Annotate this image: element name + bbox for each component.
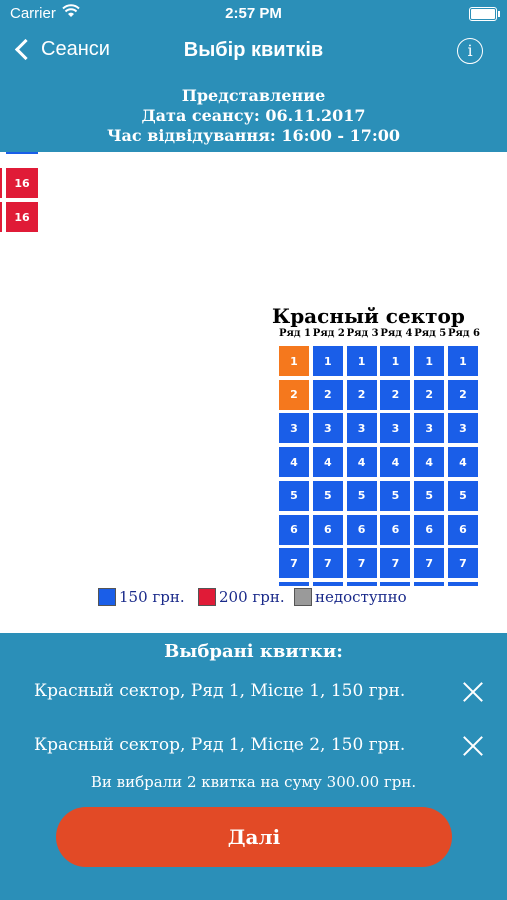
row-label: Ряд 6 [448,328,481,339]
seat[interactable]: 16 [6,202,38,232]
session-time: Час відвідування: 16:00 - 17:00 [106,126,401,145]
seat[interactable]: 5 [312,480,343,511]
seat[interactable]: 1 [414,346,445,376]
selection-summary: Ви вибрали 2 квитка на суму 300.00 грн. [90,773,417,791]
seat[interactable]: 1 [448,346,478,376]
legend-unavailable: недоступно [294,588,407,606]
seat[interactable]: 1 [312,346,343,376]
close-icon[interactable] [462,735,484,757]
seat[interactable]: 5 [414,480,445,511]
selected-heading: Выбрані квитки: [164,641,343,662]
seat[interactable] [6,152,38,154]
seat[interactable]: 7 [448,548,478,579]
seat[interactable] [346,581,377,586]
battery-icon [469,7,500,21]
row-label: Ряд 4 [380,328,413,339]
legend-swatch-blue [98,588,116,606]
seat[interactable]: 2 [380,379,411,410]
seat[interactable]: 1 [279,346,309,376]
legend-150: 150 грн. [98,588,185,606]
legend-label: недоступно [315,588,407,606]
seat[interactable]: 5 [279,480,309,511]
seat[interactable]: 4 [448,447,478,478]
wifi-icon [62,4,80,22]
seat[interactable]: 6 [414,514,445,545]
seat[interactable] [414,581,445,586]
selected-tickets-panel: Выбрані квитки: Красный сектор, Ряд 1, М… [0,633,507,900]
legend: 150 грн. 200 грн. недоступно [0,588,507,612]
seat[interactable]: 3 [312,413,343,444]
seat[interactable]: 4 [414,447,445,478]
page-title: Выбір квитків [183,39,324,61]
seat[interactable]: 16 [6,168,38,198]
seat[interactable]: 5 [448,480,478,511]
seat[interactable]: 3 [448,413,478,444]
status-time: 2:57 PM [225,5,282,22]
seat[interactable]: 3 [414,413,445,444]
legend-swatch-red [198,588,216,606]
seat[interactable]: 2 [346,379,377,410]
seat[interactable]: 2 [312,379,343,410]
seat[interactable]: 2 [414,379,445,410]
info-icon[interactable]: i [457,38,483,64]
seat[interactable] [448,581,478,586]
ticket-item: Красный сектор, Ряд 1, Місце 2, 150 грн. [34,735,406,755]
legend-label: 200 грн. [219,588,285,606]
seat[interactable]: 3 [346,413,377,444]
seat[interactable]: 6 [380,514,411,545]
seat[interactable]: 5 [380,480,411,511]
seat[interactable]: 4 [346,447,377,478]
seat[interactable] [0,202,2,232]
back-label: Сеанси [41,38,110,60]
seat[interactable]: 6 [346,514,377,545]
row-label: Ряд 3 [346,328,379,339]
sector-title: Красный сектор [272,304,465,328]
seat[interactable] [380,581,411,586]
seat[interactable]: 1 [380,346,411,376]
seat[interactable]: 1 [346,346,377,376]
seat[interactable]: 7 [380,548,411,579]
seat[interactable]: 4 [312,447,343,478]
header: Carrier 2:57 PM Сеанси Выбір квитків i П… [0,0,507,152]
carrier-label: Carrier [10,5,56,22]
nav-bar: Сеанси Выбір квитків i [0,28,507,78]
legend-label: 150 грн. [119,588,185,606]
seat[interactable]: 6 [312,514,343,545]
seat[interactable]: 7 [346,548,377,579]
seat[interactable]: 3 [279,413,309,444]
row-label: Ряд 2 [312,328,345,339]
seat[interactable] [279,581,309,586]
seat[interactable]: 5 [346,480,377,511]
close-icon[interactable] [462,681,484,703]
seat[interactable]: 2 [448,379,478,410]
seat[interactable]: 6 [448,514,478,545]
back-button[interactable]: Сеанси [12,38,110,61]
session-date: Дата сеансу: 06.11.2017 [141,106,366,125]
session-info: Представление Дата сеансу: 06.11.2017 Ча… [0,86,507,146]
seat[interactable] [0,168,2,198]
legend-200: 200 грн. [198,588,285,606]
seat[interactable] [312,581,343,586]
next-button[interactable]: Далі [56,807,452,867]
legend-swatch-gray [294,588,312,606]
status-bar: Carrier 2:57 PM [0,0,507,28]
ticket-item: Красный сектор, Ряд 1, Місце 1, 150 грн. [34,681,406,701]
seat[interactable]: 4 [380,447,411,478]
seat[interactable]: 7 [414,548,445,579]
seat[interactable]: 2 [279,379,309,410]
seat[interactable]: 6 [279,514,309,545]
seat[interactable]: 4 [279,447,309,478]
seat[interactable]: 3 [380,413,411,444]
session-title: Представление [181,86,326,105]
seat[interactable]: 7 [312,548,343,579]
seat[interactable]: 7 [279,548,309,579]
row-label: Ряд 1 [279,328,312,339]
row-label: Ряд 5 [414,328,447,339]
